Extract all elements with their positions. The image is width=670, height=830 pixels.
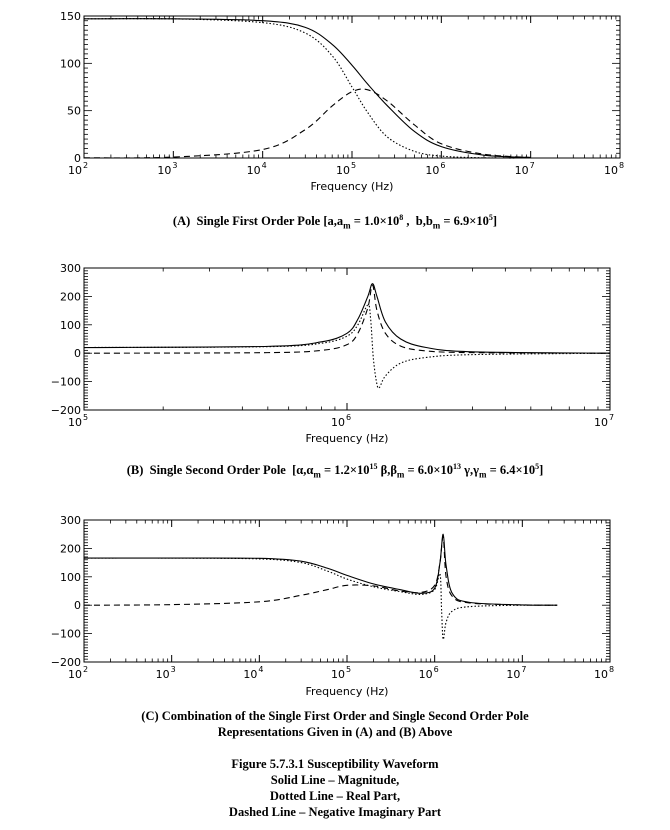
y-tick-label: 50 [67, 105, 81, 118]
caption-c: (C) Combination of the Single First Orde… [0, 708, 670, 740]
x-tick-exponent: 7 [530, 161, 535, 170]
y-tick-label: −100 [51, 628, 81, 641]
x-tick-exponent: 3 [172, 161, 177, 170]
x-tick-label: 10 [506, 668, 520, 681]
y-tick-label: 100 [60, 319, 81, 332]
x-tick-label: 10 [68, 416, 82, 429]
caption-b-text: (B) Single Second Order Pole [α,αm = 1.2… [126, 462, 544, 480]
x-tick-label: 10 [68, 668, 82, 681]
series-solid [83, 533, 558, 606]
figure-caption: Figure 5.7.3.1 Susceptibility Waveform S… [0, 756, 670, 820]
series-dashed [83, 88, 531, 159]
x-tick-exponent: 6 [434, 665, 439, 674]
y-tick-label: 0 [74, 152, 81, 165]
x-tick-exponent: 4 [258, 665, 263, 674]
x-tick-exponent: 6 [346, 413, 351, 422]
figure-legend-dashed: Dashed Line – Negative Imaginary Part [228, 805, 442, 819]
series-solid [83, 18, 531, 159]
x-tick-label: 10 [604, 164, 618, 177]
x-tick-exponent: 7 [609, 413, 614, 422]
caption-a: (A) Single First Order Pole [a,am = 1.0×… [0, 210, 670, 234]
x-tick-exponent: 5 [83, 413, 88, 422]
figure-title: Figure 5.7.3.1 Susceptibility Waveform [231, 757, 439, 771]
caption-a-text: (A) Single First Order Pole [a,am = 1.0×… [172, 213, 498, 231]
x-tick-label: 10 [331, 668, 345, 681]
figure-legend-solid: Solid Line – Magnitude, [270, 773, 400, 787]
y-tick-label: 100 [60, 57, 81, 70]
y-tick-label: 0 [74, 347, 81, 360]
series-dotted [83, 557, 558, 640]
figure-legend-dotted: Dotted Line – Real Part, [269, 789, 401, 803]
x-tick-label: 10 [515, 164, 529, 177]
y-tick-label: −200 [51, 404, 81, 417]
x-tick-exponent: 8 [609, 665, 614, 674]
x-tick-label: 10 [336, 164, 350, 177]
x-tick-exponent: 5 [351, 161, 356, 170]
y-tick-label: −200 [51, 656, 81, 669]
x-tick-label: 10 [156, 668, 170, 681]
x-axis-label: Frequency (Hz) [306, 685, 389, 698]
x-tick-label: 10 [594, 416, 608, 429]
plot-frame [83, 519, 611, 663]
plot-frame [83, 267, 611, 411]
chart-c: 10 2 10 3 10 4 10 5 10 6 10 7 10 8−200−1000100200300F… [51, 514, 614, 698]
x-tick-exponent: 2 [83, 665, 88, 674]
x-tick-exponent: 3 [171, 665, 176, 674]
y-tick-label: 300 [60, 514, 81, 527]
x-tick-label: 10 [247, 164, 261, 177]
series-solid [83, 283, 611, 354]
x-tick-exponent: 6 [440, 161, 445, 170]
x-tick-exponent: 2 [83, 161, 88, 170]
series-dashed [83, 284, 611, 354]
series-dashed [83, 536, 558, 606]
caption-b: (B) Single Second Order Pole [α,αm = 1.2… [0, 459, 670, 483]
x-tick-exponent: 7 [521, 665, 526, 674]
x-tick-label: 10 [157, 164, 171, 177]
y-tick-label: 0 [74, 599, 81, 612]
x-tick-label: 10 [68, 164, 82, 177]
chart-a: 10 2 10 3 10 4 10 5 10 6 10 7 10 8050100150Frequency … [60, 10, 624, 193]
series-dotted [83, 18, 531, 159]
y-tick-label: 150 [60, 10, 81, 23]
y-tick-label: 100 [60, 571, 81, 584]
x-tick-label: 10 [331, 416, 345, 429]
x-axis-label: Frequency (Hz) [306, 432, 389, 445]
y-tick-label: −100 [51, 376, 81, 389]
x-tick-label: 10 [594, 668, 608, 681]
x-tick-exponent: 8 [619, 161, 624, 170]
caption-c-line2: Representations Given in (A) and (B) Abo… [217, 725, 453, 739]
y-tick-label: 200 [60, 290, 81, 303]
y-tick-label: 300 [60, 262, 81, 275]
x-tick-exponent: 5 [346, 665, 351, 674]
x-axis-label: Frequency (Hz) [311, 180, 394, 193]
x-tick-label: 10 [419, 668, 433, 681]
x-tick-exponent: 4 [262, 161, 267, 170]
x-tick-label: 10 [243, 668, 257, 681]
x-tick-label: 10 [425, 164, 439, 177]
series-dotted [83, 304, 611, 389]
y-tick-label: 200 [60, 542, 81, 555]
caption-c-line1: (C) Combination of the Single First Orde… [141, 709, 529, 723]
